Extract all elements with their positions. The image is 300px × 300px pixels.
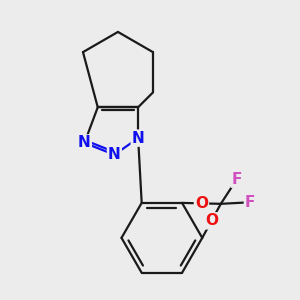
Text: F: F [245, 195, 255, 210]
Text: N: N [78, 135, 91, 150]
Text: N: N [108, 147, 121, 162]
Text: O: O [195, 196, 208, 211]
Text: O: O [205, 213, 218, 228]
Text: F: F [232, 172, 242, 187]
Text: N: N [132, 130, 145, 146]
